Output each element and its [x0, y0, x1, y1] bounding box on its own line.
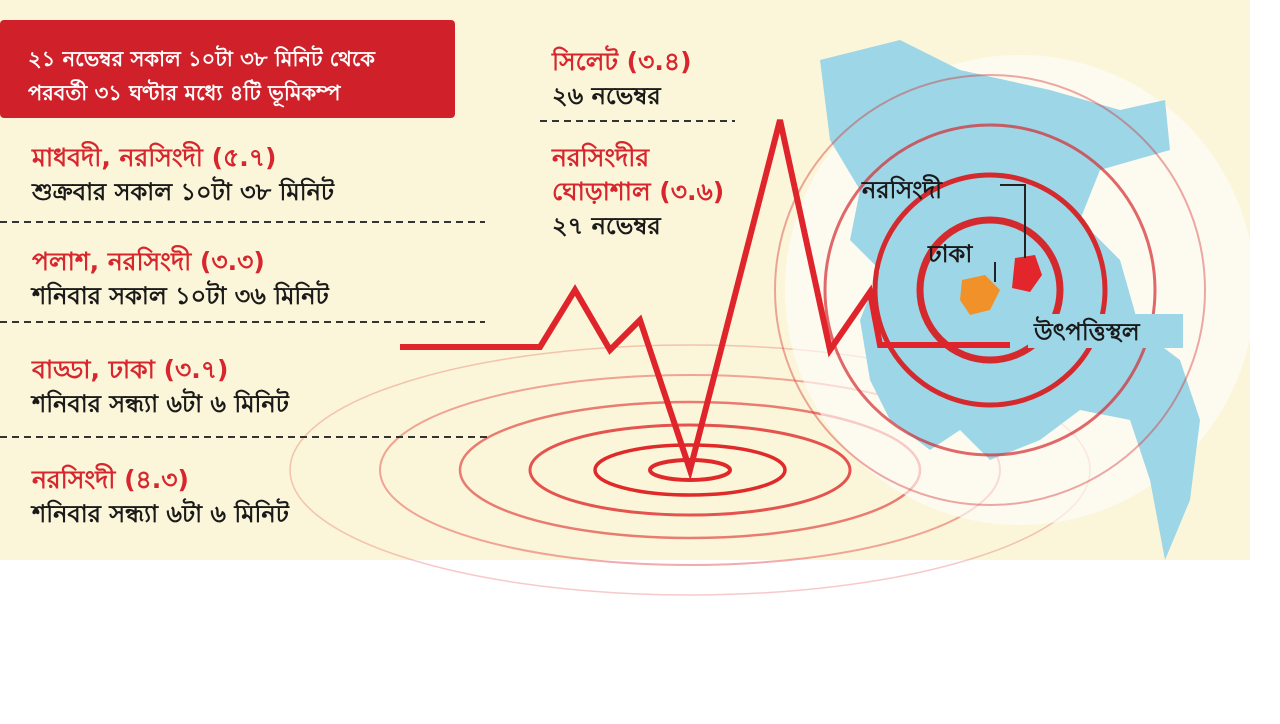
entry-place: পলাশ, নরসিংদী (৩.৩)	[32, 245, 265, 276]
entry-place: বাড্ডা, ঢাকা (৩.৭)	[31, 355, 228, 384]
entry-time: শুক্রবার সকাল ১০টা ৩৮ মিনিট	[31, 176, 335, 206]
entry-place: সিলেট (৩.৪)	[551, 45, 692, 76]
epicenter-box	[1028, 314, 1183, 348]
entry-place: নরসিংদীর	[551, 141, 650, 172]
entry-date: ২৬ নভেম্বর	[552, 82, 662, 110]
header-line: পরবর্তী ৩১ ঘণ্টার মধ্যে ৪টি ভূমিকম্প	[28, 79, 341, 107]
entry-time: শনিবার সকাল ১০টা ৩৬ মিনিট	[30, 280, 330, 310]
entry-time: শনিবার সন্ধ্যা ৬টা ৬ মিনিট	[30, 498, 290, 528]
map-bangladesh	[820, 40, 1200, 560]
entry-place: ঘোড়াশাল (৩.৬)	[552, 177, 724, 206]
entry-date: ২৭ নভেম্বর	[552, 212, 662, 240]
header-box	[0, 20, 455, 118]
map-rings	[774, 74, 1206, 506]
header-line: ২১ নভেম্বর সকাল ১০টা ৩৮ মিনিট থেকে	[28, 45, 376, 71]
seismic-trace	[400, 119, 1010, 481]
entry-place: মাধবদী, নরসিংদী (৫.৭)	[31, 141, 276, 172]
map-label: উৎপত্তিস্থল	[1033, 316, 1141, 346]
dhaka-district	[960, 275, 1000, 315]
leader-line	[1000, 184, 1026, 258]
entry-time: শনিবার সন্ধ্যা ৬টা ৬ মিনিট	[30, 388, 290, 418]
narsingdi-district	[1012, 255, 1042, 292]
map-label: ঢাকা	[927, 240, 973, 268]
entry-place: নরসিংদী (৪.৩)	[31, 463, 189, 494]
map-label: নরসিংদী	[861, 174, 943, 204]
